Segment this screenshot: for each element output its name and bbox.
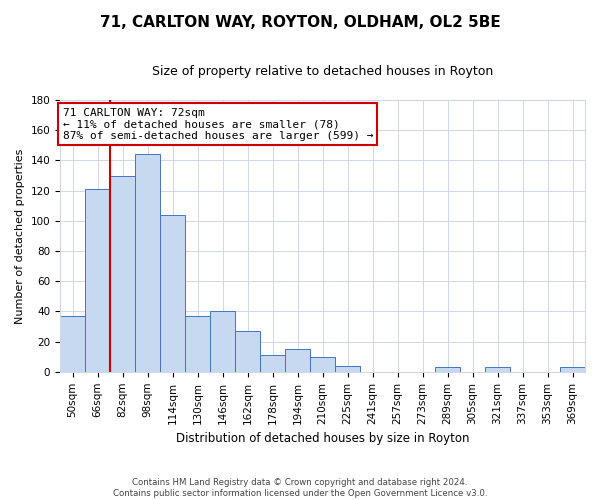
Title: Size of property relative to detached houses in Royton: Size of property relative to detached ho…	[152, 65, 493, 78]
Bar	[260, 355, 285, 372]
Bar	[335, 366, 360, 372]
Y-axis label: Number of detached properties: Number of detached properties	[15, 148, 25, 324]
X-axis label: Distribution of detached houses by size in Royton: Distribution of detached houses by size …	[176, 432, 469, 445]
Bar	[210, 312, 235, 372]
Bar	[185, 316, 210, 372]
Bar	[85, 189, 110, 372]
Text: Contains HM Land Registry data © Crown copyright and database right 2024.
Contai: Contains HM Land Registry data © Crown c…	[113, 478, 487, 498]
Bar	[235, 331, 260, 372]
Text: 71, CARLTON WAY, ROYTON, OLDHAM, OL2 5BE: 71, CARLTON WAY, ROYTON, OLDHAM, OL2 5BE	[100, 15, 500, 30]
Bar	[285, 349, 310, 372]
Bar	[60, 316, 85, 372]
Bar	[435, 368, 460, 372]
Bar	[560, 368, 585, 372]
Text: 71 CARLTON WAY: 72sqm
← 11% of detached houses are smaller (78)
87% of semi-deta: 71 CARLTON WAY: 72sqm ← 11% of detached …	[62, 108, 373, 141]
Bar	[485, 368, 510, 372]
Bar	[135, 154, 160, 372]
Bar	[310, 356, 335, 372]
Bar	[160, 215, 185, 372]
Bar	[110, 176, 135, 372]
